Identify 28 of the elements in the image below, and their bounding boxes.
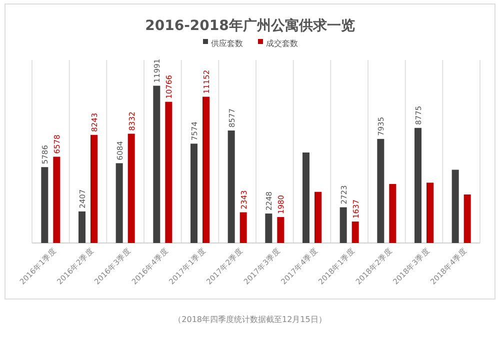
bar [165,102,172,243]
bar [90,134,98,243]
bar [302,152,310,243]
bar [414,128,422,243]
bar [340,207,347,243]
legend-label: 成交套数 [266,39,298,48]
bar [265,214,272,243]
bar [116,163,123,243]
bar [314,192,322,243]
bar [41,167,48,243]
chart-title: 2016-2018年广州公寓供求一览 [145,17,355,34]
bar [202,96,210,243]
bar [426,182,434,243]
bar [452,170,459,243]
bar [78,211,86,243]
bar [153,86,160,243]
text: （2018年四季度统计数据截至12月15日） [174,315,326,324]
bar [377,138,384,243]
bar [277,217,284,243]
bar [53,156,60,243]
bar [389,184,396,243]
bar [228,130,235,243]
bar [240,212,247,243]
bar [190,144,198,243]
bar [352,222,359,243]
bar [128,134,135,243]
bar [464,194,471,243]
legend-label: 供应套数 [211,39,243,48]
